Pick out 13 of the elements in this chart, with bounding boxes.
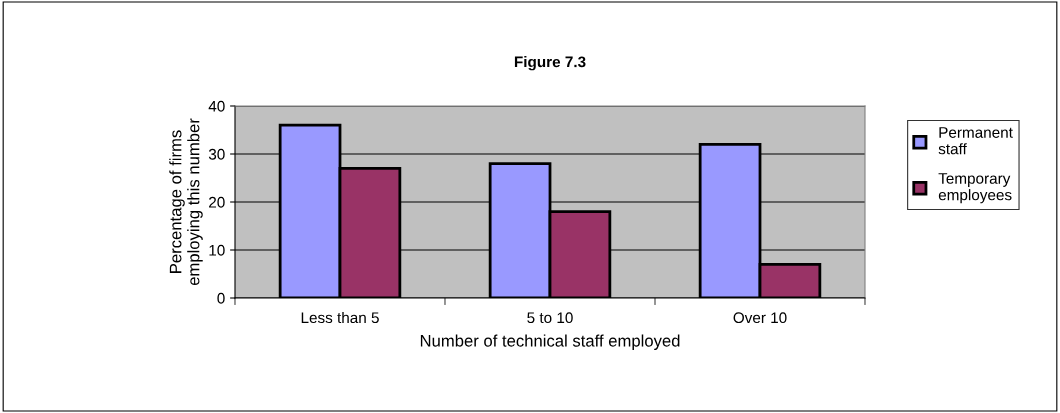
legend-label: Permanent staff xyxy=(938,127,1013,155)
x-tick-label: Over 10 xyxy=(733,312,787,324)
y-tick-label: 20 xyxy=(209,196,225,208)
x-tick-label: Less than 5 xyxy=(301,311,379,324)
chart-title: Figure 7.3 xyxy=(514,56,586,71)
y-tick-label: 40 xyxy=(208,100,225,112)
y-tick-label: 0 xyxy=(217,292,225,304)
x-tick-label: 5 to 10 xyxy=(527,312,573,324)
x-axis-title: Number of technical staff employed xyxy=(420,334,680,350)
y-axis-title: Percentage of firms employing this number xyxy=(169,118,203,286)
y-tick-label: 10 xyxy=(209,244,225,256)
y-tick-label: 30 xyxy=(208,148,225,160)
legend-label: Temporary employees xyxy=(938,173,1012,204)
